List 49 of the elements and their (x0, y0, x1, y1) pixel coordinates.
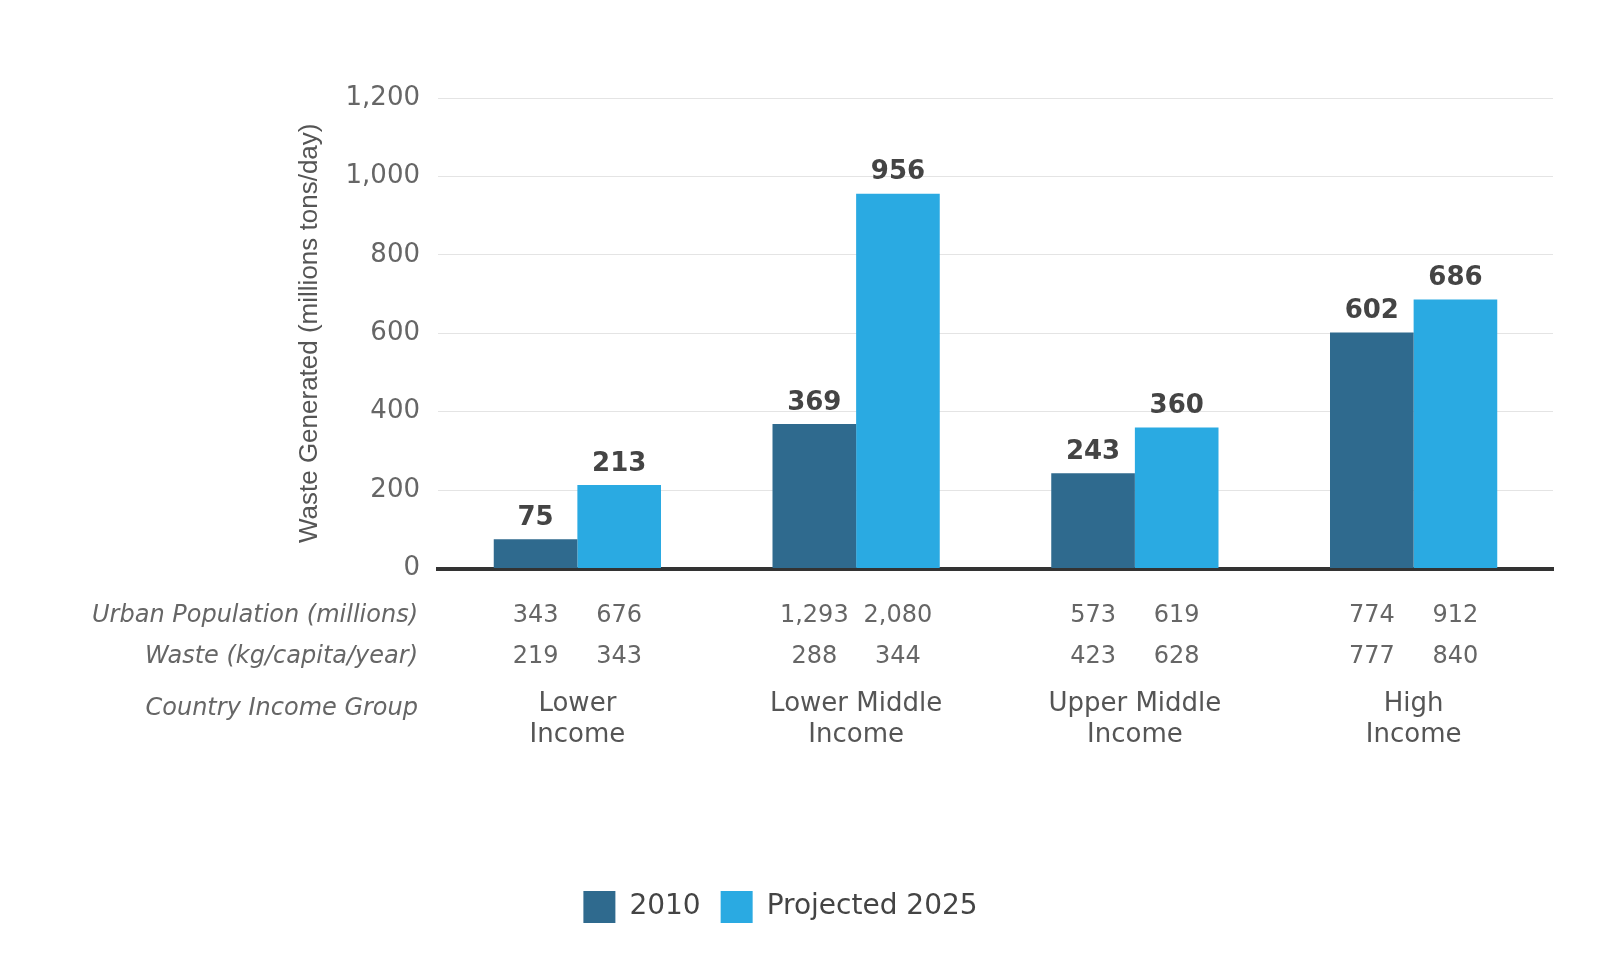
legend-label: 2010 (629, 888, 701, 922)
data-label: 956 (870, 155, 926, 186)
text: Urban Population (millions) (92, 599, 418, 628)
text: 219 (512, 640, 559, 669)
y-tick-label: 600 (370, 316, 420, 347)
text: 619 (1153, 599, 1200, 628)
bar (1330, 332, 1414, 569)
text: Waste (kg/capita/year) (145, 640, 418, 669)
text: 777 (1348, 640, 1395, 669)
data-label: 686 (1428, 261, 1483, 292)
bar (577, 485, 661, 569)
text: 2,080 (863, 599, 933, 628)
bar (1413, 299, 1498, 569)
y-axis-title: Waste Generated (millions tons/day) (293, 123, 324, 544)
x-tick-label: Lower Income (529, 686, 626, 749)
text: 343 (596, 640, 643, 669)
data-label: 213 (592, 446, 647, 477)
y-tick-label: 0 (403, 551, 420, 582)
text: 912 (1432, 599, 1479, 628)
data-label: 602 (1344, 294, 1399, 325)
text: 840 (1432, 640, 1479, 669)
text: 573 (1070, 599, 1116, 628)
data-label: 360 (1149, 389, 1204, 420)
y-tick-label: 200 (370, 472, 420, 503)
y-tick-label: 1,200 (345, 80, 420, 111)
bar (1134, 427, 1219, 569)
data-label: 369 (787, 385, 842, 416)
y-tick-label: 400 (370, 394, 420, 425)
text: 628 (1153, 640, 1200, 669)
x-axis-title: Country Income Group (145, 692, 418, 721)
text: 676 (596, 599, 643, 628)
data-label: 243 (1065, 435, 1121, 466)
x-tick-label: High Income (1365, 686, 1462, 749)
x-tick-label: Lower Middle Income (770, 686, 943, 749)
data-label: 75 (517, 500, 554, 531)
y-tick-label: 800 (370, 237, 420, 268)
y-tick-label: 1,000 (345, 159, 420, 190)
text: 1,293 (779, 599, 849, 628)
text: 343 (512, 599, 559, 628)
text: 774 (1348, 599, 1395, 628)
bar (493, 539, 578, 569)
bar (856, 193, 940, 569)
text: 344 (875, 640, 921, 669)
bar (772, 423, 857, 569)
bar (1051, 473, 1135, 569)
legend-label: Projected 2025 (766, 888, 978, 922)
text: 288 (791, 640, 838, 669)
x-tick-label: Upper Middle Income (1048, 686, 1222, 749)
text: 423 (1070, 640, 1116, 669)
